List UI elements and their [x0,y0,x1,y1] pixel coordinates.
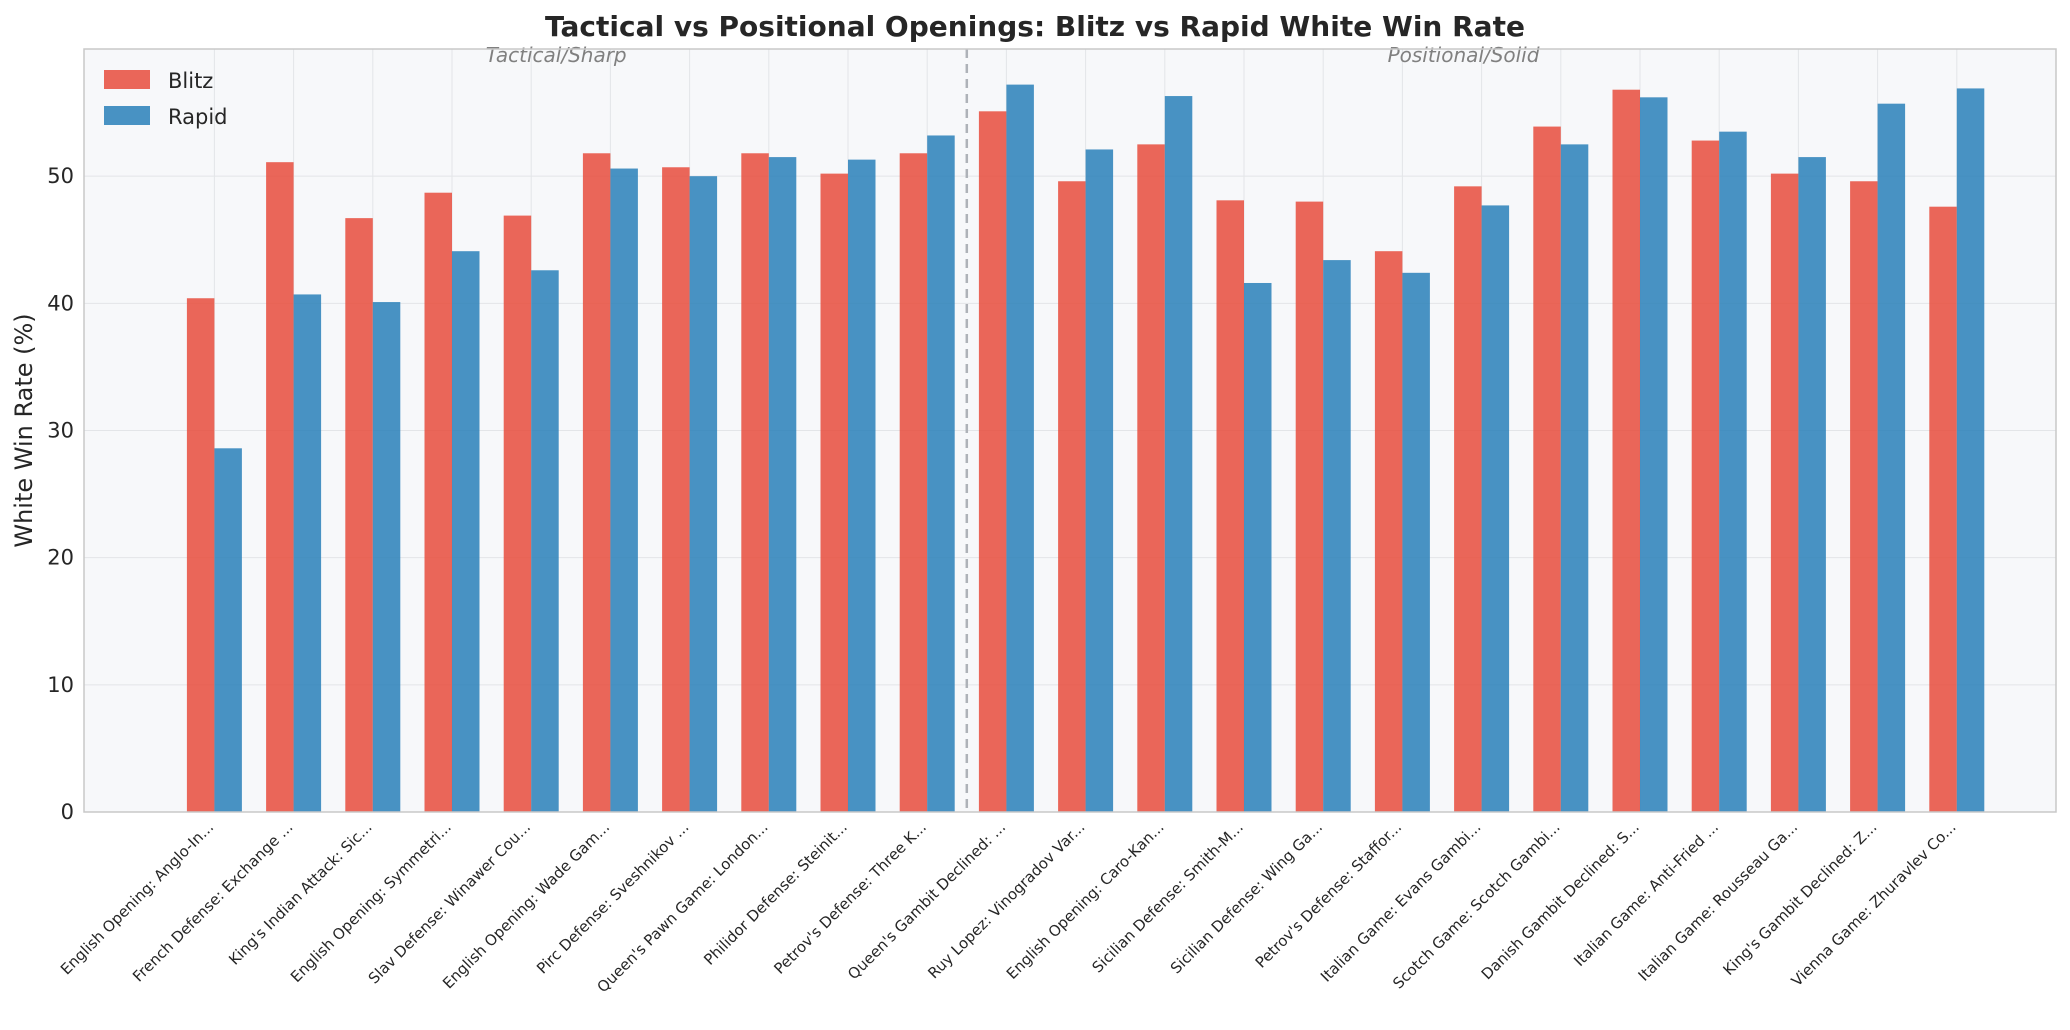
group-label-0: Tactical/Sharp [486,43,627,67]
bar-blitz-14 [1295,201,1324,813]
x-tick-label: Petrov's Defense: Staffor... [1252,818,1406,972]
bar-blitz-7 [741,153,769,812]
bar-blitz-13 [1216,200,1244,812]
y-tick-label: 0 [61,800,74,824]
y-axis-label: White Win Rate (%) [10,313,38,547]
bar-rapid-2 [372,302,401,812]
bar-rapid-8 [848,159,876,812]
bar-blitz-11 [1058,181,1086,813]
legend-swatch-rapid [104,106,150,125]
bar-blitz-15 [1374,251,1403,812]
group-label-1: Positional/Solid [1388,43,1540,67]
bar-rapid-9 [927,135,955,812]
bar-rapid-13 [1244,282,1272,812]
x-tick-label: English Opening: Caro-Kan... [1003,818,1168,983]
chart-title: Tactical vs Positional Openings: Blitz v… [545,10,1525,43]
x-tick-label: Petrov's Defense: Three K... [770,818,930,978]
bar-rapid-1 [293,294,322,813]
y-tick-label: 10 [47,673,74,697]
bar-blitz-21 [1850,181,1878,813]
bar-rapid-15 [1402,272,1430,812]
bar-blitz-4 [503,215,532,813]
y-tick-label: 50 [47,164,74,188]
legend-swatch-blitz [104,70,150,89]
x-tick-label: Queen's Pawn Game: London... [594,818,772,996]
bar-rapid-18 [1640,97,1668,812]
x-tick-label: Sicilian Defense: Smith-M... [1088,818,1246,976]
x-tick-label: Ruy Lopez: Vinogradov Var... [924,818,1088,982]
legend: Blitz Rapid [104,69,228,129]
x-tick-label: Scotch Game: Scotch Gambi... [1389,818,1563,992]
x-tick-label: Pirc Defense: Sveshnikov ... [533,818,692,977]
bar-rapid-22 [1956,88,1985,812]
bar-blitz-9 [899,153,928,812]
bar-blitz-12 [1137,144,1165,812]
bar-blitz-6 [662,167,690,812]
x-tick-label: Queen's Gambit Declined: ... [844,818,1009,983]
bar-rapid-20 [1798,157,1826,812]
x-tick-label: King's Indian Attack: Sic... [225,818,375,968]
y-tick-label: 30 [47,419,74,443]
x-tick-label: French Defense: Exchange ... [129,818,296,985]
x-tick-label: Italian Game: Evans Gambi... [1317,818,1484,985]
bar-rapid-3 [452,251,480,812]
bar-blitz-8 [820,173,848,812]
bar-rapid-11 [1085,149,1114,812]
x-tick-label: King's Gambit Declined: Z... [1720,818,1881,979]
bar-rapid-0 [214,448,242,812]
bar-rapid-10 [1006,84,1034,812]
bar-blitz-0 [186,298,215,812]
x-tick-label: Philidor Defense: Steinit... [700,818,851,969]
bar-rapid-12 [1164,96,1193,813]
x-tick-label: English Opening: Wade Gam... [439,818,613,992]
bar-rapid-16 [1481,205,1510,813]
bar-blitz-3 [424,192,452,812]
y-tick-label: 40 [47,291,74,315]
x-tick-label: Vienna Game: Zhuravlev Co... [1788,818,1960,990]
bars [186,84,1985,813]
x-tick-label: English Opening: Anglo-In... [57,818,217,978]
bar-rapid-17 [1560,144,1589,812]
x-tick-label: English Opening: Symmetri... [287,818,455,986]
bar-blitz-22 [1929,206,1957,813]
x-tick-label: Italian Game: Anti-Fried ... [1570,818,1722,970]
bar-blitz-18 [1612,89,1640,812]
bar-rapid-6 [689,176,718,812]
bar-rapid-7 [768,157,797,812]
bar-blitz-17 [1533,126,1561,813]
x-tick-label: Slav Defense: Winawer Cou... [365,818,534,987]
y-tick-label: 20 [47,546,74,570]
x-tick-label: Italian Game: Rousseau Ga... [1635,818,1802,985]
bar-rapid-19 [1719,131,1747,813]
x-tick-label: Sicilian Defense: Wing Ga... [1167,818,1326,977]
bar-rapid-14 [1323,260,1351,812]
bar-blitz-1 [266,162,294,812]
bar-blitz-2 [345,218,373,813]
bar-blitz-5 [582,153,611,812]
bar-blitz-10 [978,111,1007,813]
legend-label-blitz: Blitz [168,69,213,93]
bar-blitz-20 [1770,173,1799,812]
bar-rapid-4 [531,270,559,812]
x-tick-label: Danish Gambit Declined: S... [1478,818,1643,983]
bar-rapid-21 [1877,103,1906,813]
legend-label-rapid: Rapid [168,105,228,129]
bar-blitz-16 [1454,186,1482,813]
bar-rapid-5 [610,168,638,812]
bar-blitz-19 [1691,140,1720,812]
plot-frame [83,48,2057,813]
